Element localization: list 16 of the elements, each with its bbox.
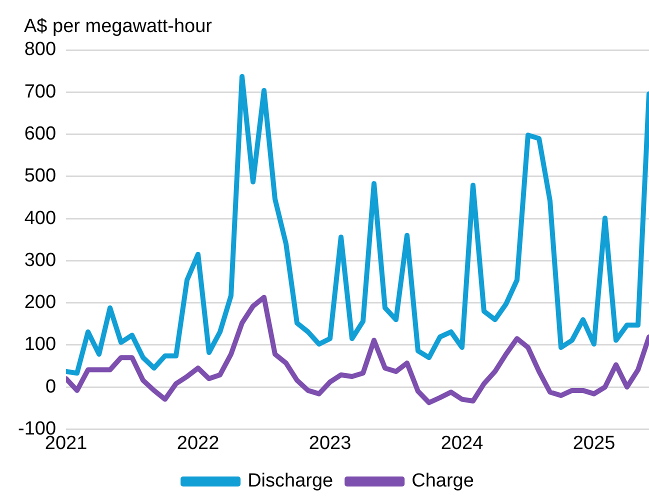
y-tick-label: 200 xyxy=(24,292,56,314)
x-tick-label: 2025 xyxy=(572,432,616,454)
x-tick-label: 2024 xyxy=(440,432,484,454)
y-tick-label: 300 xyxy=(24,250,56,271)
y-tick-label: 800 xyxy=(24,39,56,60)
y-tick-label: 600 xyxy=(24,124,56,144)
x-tick-label: 2022 xyxy=(176,432,220,454)
y-tick-label: 500 xyxy=(24,166,56,187)
y-axis-title: A$ per megawatt-hour xyxy=(24,16,212,38)
y-tick-label: 0 xyxy=(45,376,56,398)
y-tick-label: 400 xyxy=(24,208,56,229)
x-tick-label: 2023 xyxy=(308,432,352,454)
legend-label: Charge xyxy=(412,470,474,492)
y-tick-label: 700 xyxy=(24,81,56,102)
legend-label: Discharge xyxy=(248,470,334,492)
y-tick-label: 100 xyxy=(24,334,56,356)
